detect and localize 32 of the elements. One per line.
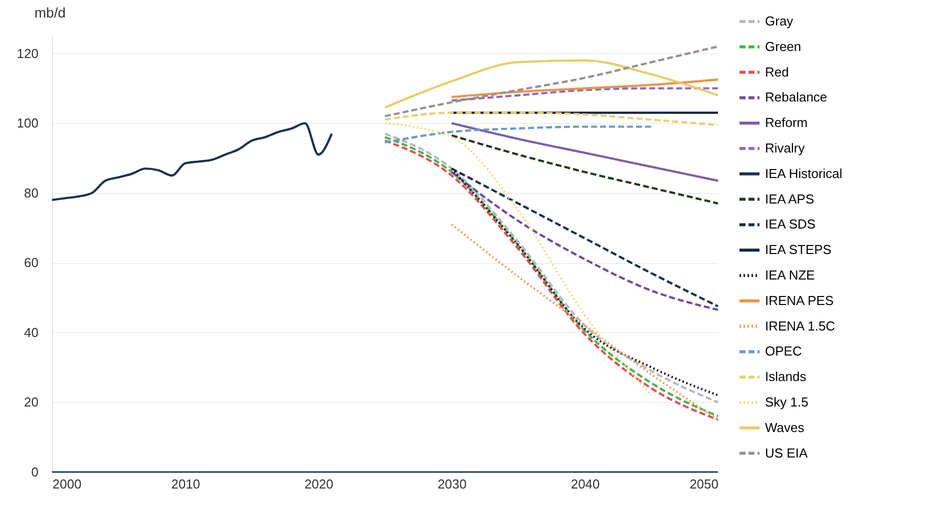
legend-label: IRENA 1.5C: [765, 318, 836, 334]
legend-label: Rivalry: [765, 140, 806, 156]
legend-label: IRENA PES: [765, 292, 834, 308]
x-tick-label: 2020: [304, 476, 334, 492]
legend-label: Islands: [765, 369, 807, 384]
x-tick-label: 2040: [570, 476, 600, 492]
legend-label: IEA APS: [765, 191, 814, 206]
legend-label: Sky 1.5: [765, 394, 808, 410]
y-tick-label: 60: [24, 255, 38, 270]
x-tick-label: 2030: [438, 476, 467, 492]
legend-label: Reform: [765, 115, 808, 130]
legend-label: IEA SDS: [765, 216, 816, 232]
legend-label: IEA Historical: [765, 166, 842, 181]
x-tick-label: 2010: [171, 476, 200, 492]
x-tick-label: 2000: [52, 476, 82, 492]
legend-label: IEA STEPS: [765, 242, 832, 258]
y-tick-label: 80: [24, 185, 38, 200]
legend-label: Green: [765, 38, 802, 54]
y-tick-label: 20: [24, 394, 38, 410]
legend-label: IEA NZE: [765, 268, 816, 282]
x-tick-label: 2050: [690, 476, 718, 492]
y-tick-label: 100: [16, 116, 38, 131]
y-tick-label: 120: [16, 46, 38, 61]
y-axis-title: mb/d: [34, 4, 66, 20]
y-tick-label: 0: [31, 464, 38, 480]
legend-label: Waves: [765, 420, 805, 435]
legend-label: Gray: [765, 14, 794, 28]
legend-label: OPEC: [765, 344, 802, 359]
legend-label: Red: [765, 64, 789, 80]
y-tick-label: 40: [24, 324, 38, 340]
legend-label: US EIA: [765, 445, 808, 460]
legend-label: Rebalance: [765, 90, 828, 105]
